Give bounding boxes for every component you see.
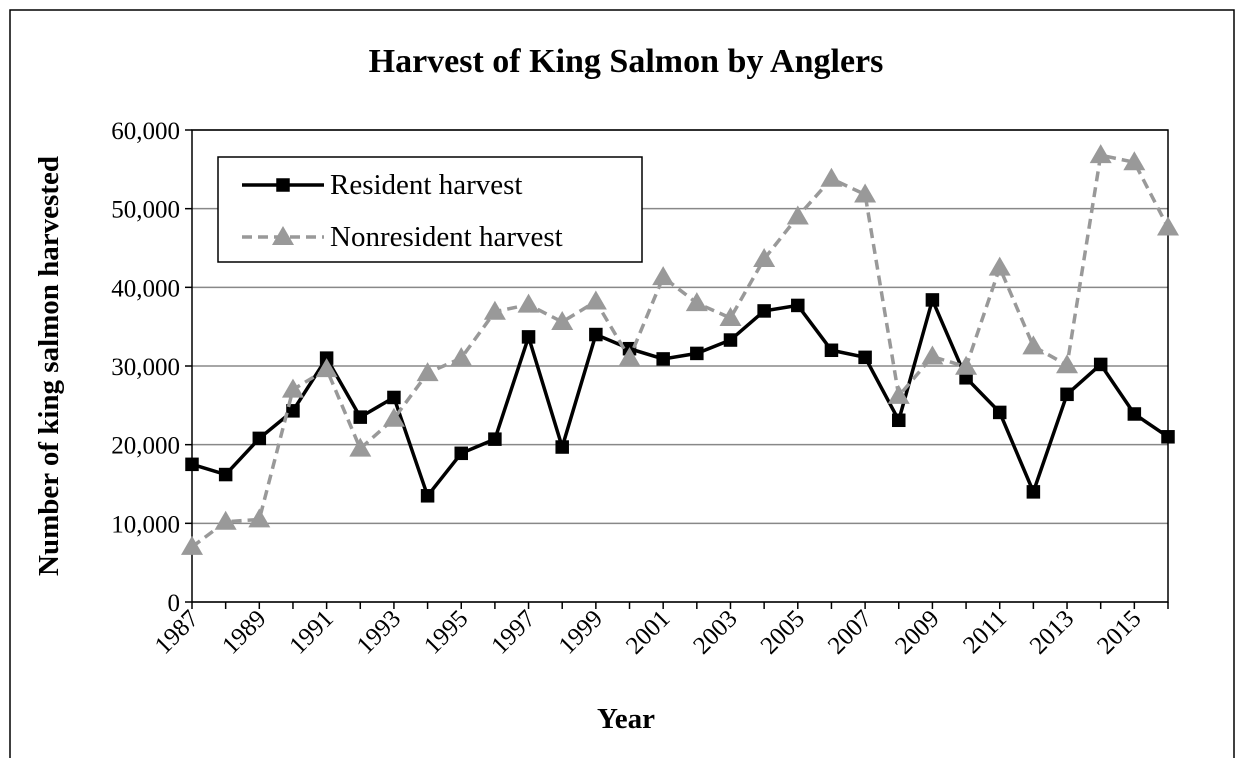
y-tick-label: 60,000	[111, 118, 180, 145]
y-tick-label: 40,000	[111, 275, 180, 302]
x-tick-label: 2007	[823, 605, 877, 659]
series-line	[191, 294, 1169, 500]
legend-label: Resident harvest	[330, 169, 522, 201]
data-point	[488, 432, 502, 446]
data-point	[420, 489, 435, 503]
x-axis-label: Year	[597, 703, 655, 735]
series	[181, 144, 1179, 555]
data-point	[218, 467, 233, 482]
data-point	[1089, 144, 1112, 164]
data-point	[551, 310, 574, 330]
series	[185, 293, 1175, 503]
data-point	[252, 431, 267, 446]
data-point	[854, 183, 877, 203]
data-point	[185, 457, 199, 472]
data-point	[214, 510, 237, 530]
data-point	[315, 358, 338, 378]
data-point	[824, 343, 839, 358]
data-point	[1123, 151, 1146, 171]
data-point	[521, 330, 536, 344]
legend: Resident harvest Nonresident harvest	[217, 156, 643, 263]
legend-label: Nonresident harvest	[330, 221, 563, 253]
y-tick-label: 20,000	[111, 433, 180, 460]
data-point	[1026, 485, 1041, 499]
data-point	[1060, 387, 1074, 402]
data-point	[1127, 407, 1142, 421]
data-point	[387, 390, 401, 405]
data-point	[656, 352, 670, 366]
data-point	[382, 407, 405, 427]
x-tick-label: 1999	[554, 605, 608, 659]
data-point	[555, 440, 569, 454]
legend-marker	[276, 178, 290, 192]
y-tick-label: 50,000	[111, 197, 180, 224]
data-point	[988, 256, 1011, 276]
data-point	[1093, 357, 1108, 372]
x-tick-label: 2003	[688, 605, 742, 659]
data-point	[349, 437, 372, 457]
data-point	[786, 205, 809, 225]
data-point	[181, 535, 203, 555]
data-point	[719, 307, 742, 327]
data-point	[652, 266, 675, 286]
data-point	[992, 405, 1007, 420]
data-point	[1022, 335, 1045, 355]
legend-marker	[272, 226, 294, 245]
x-tick-label: 1989	[217, 605, 271, 659]
data-point	[1161, 430, 1175, 444]
x-tick-label: 1991	[284, 605, 338, 659]
x-tick-label: 1993	[352, 605, 406, 659]
data-point	[1056, 354, 1079, 374]
series-line	[190, 153, 1170, 549]
chart-title: Harvest of King Salmon by Anglers	[369, 43, 884, 80]
data-point	[618, 347, 641, 367]
x-tick-label: 1997	[486, 605, 540, 659]
x-tick-label: 2001	[621, 605, 675, 659]
data-point	[925, 293, 940, 307]
x-tick-label: 2015	[1092, 605, 1146, 659]
plot-area	[191, 129, 1169, 603]
data-point	[858, 350, 872, 365]
data-point	[887, 384, 910, 404]
frame	[9, 9, 1235, 763]
data-point	[892, 413, 906, 428]
x-tick-label: 2011	[958, 605, 1012, 659]
y-tick-label: 0	[168, 590, 181, 617]
data-point	[286, 404, 300, 418]
data-point	[281, 378, 304, 398]
data-point	[450, 347, 473, 367]
y-tick-label: 30,000	[111, 354, 180, 381]
data-point	[753, 248, 776, 268]
data-point	[248, 508, 271, 528]
data-point	[1157, 216, 1179, 236]
data-point	[517, 293, 540, 313]
data-point	[416, 362, 439, 382]
data-point	[483, 300, 506, 320]
data-point	[791, 298, 805, 313]
x-tick-label: 2009	[890, 605, 944, 659]
data-point	[584, 290, 607, 310]
x-tick-label: 2013	[1025, 605, 1079, 659]
data-point	[685, 292, 708, 312]
data-point	[921, 345, 944, 365]
data-point	[454, 446, 468, 461]
data-point	[757, 304, 771, 318]
data-point	[723, 333, 738, 347]
data-point	[820, 167, 843, 187]
y-axis-label: Number of king salmon harvested	[33, 156, 65, 576]
x-tick-label: 2005	[756, 605, 810, 659]
data-point	[589, 327, 603, 342]
data-point	[353, 410, 368, 424]
x-tick-label: 1987	[150, 605, 204, 659]
data-point	[690, 346, 704, 361]
y-tick-label: 10,000	[111, 511, 180, 538]
x-tick-label: 1995	[419, 605, 473, 659]
data-point	[955, 355, 978, 375]
